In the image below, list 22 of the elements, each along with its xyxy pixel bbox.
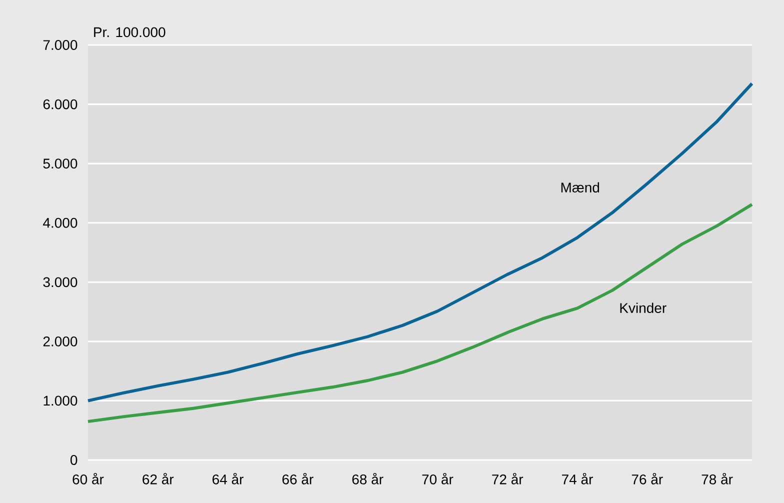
y-tick-label: 6.000 <box>43 99 78 110</box>
y-tick-label: 3.000 <box>43 277 78 288</box>
y-tick-label: 4.000 <box>43 218 78 228</box>
x-tick-label: 64 år <box>212 472 244 484</box>
x-tick-label: 68 år <box>352 472 384 484</box>
line-series <box>86 82 754 402</box>
y-tick-label: 5.000 <box>43 158 78 169</box>
x-tick-label: 70 år <box>422 472 454 484</box>
x-tick-label: 66 år <box>282 472 314 484</box>
series-label: Mænd <box>561 182 600 193</box>
series-label: Kvinder <box>620 302 666 313</box>
y-axis-title: Pr. 100.000 <box>94 27 166 38</box>
x-tick-label: 78 år <box>702 472 733 484</box>
x-tick-label: 72 år <box>492 472 524 484</box>
x-tick-label: 74 år <box>562 472 593 484</box>
y-tick-label: 0 <box>70 455 78 465</box>
x-tick-label: 62 år <box>142 472 174 484</box>
y-tick-label: 1.000 <box>44 396 78 406</box>
x-tick-label: 60 år <box>72 472 104 484</box>
y-tick-label: 7.000 <box>43 40 78 50</box>
y-tick-label: 2.000 <box>43 336 78 346</box>
x-tick-label: 76 år <box>632 472 663 484</box>
